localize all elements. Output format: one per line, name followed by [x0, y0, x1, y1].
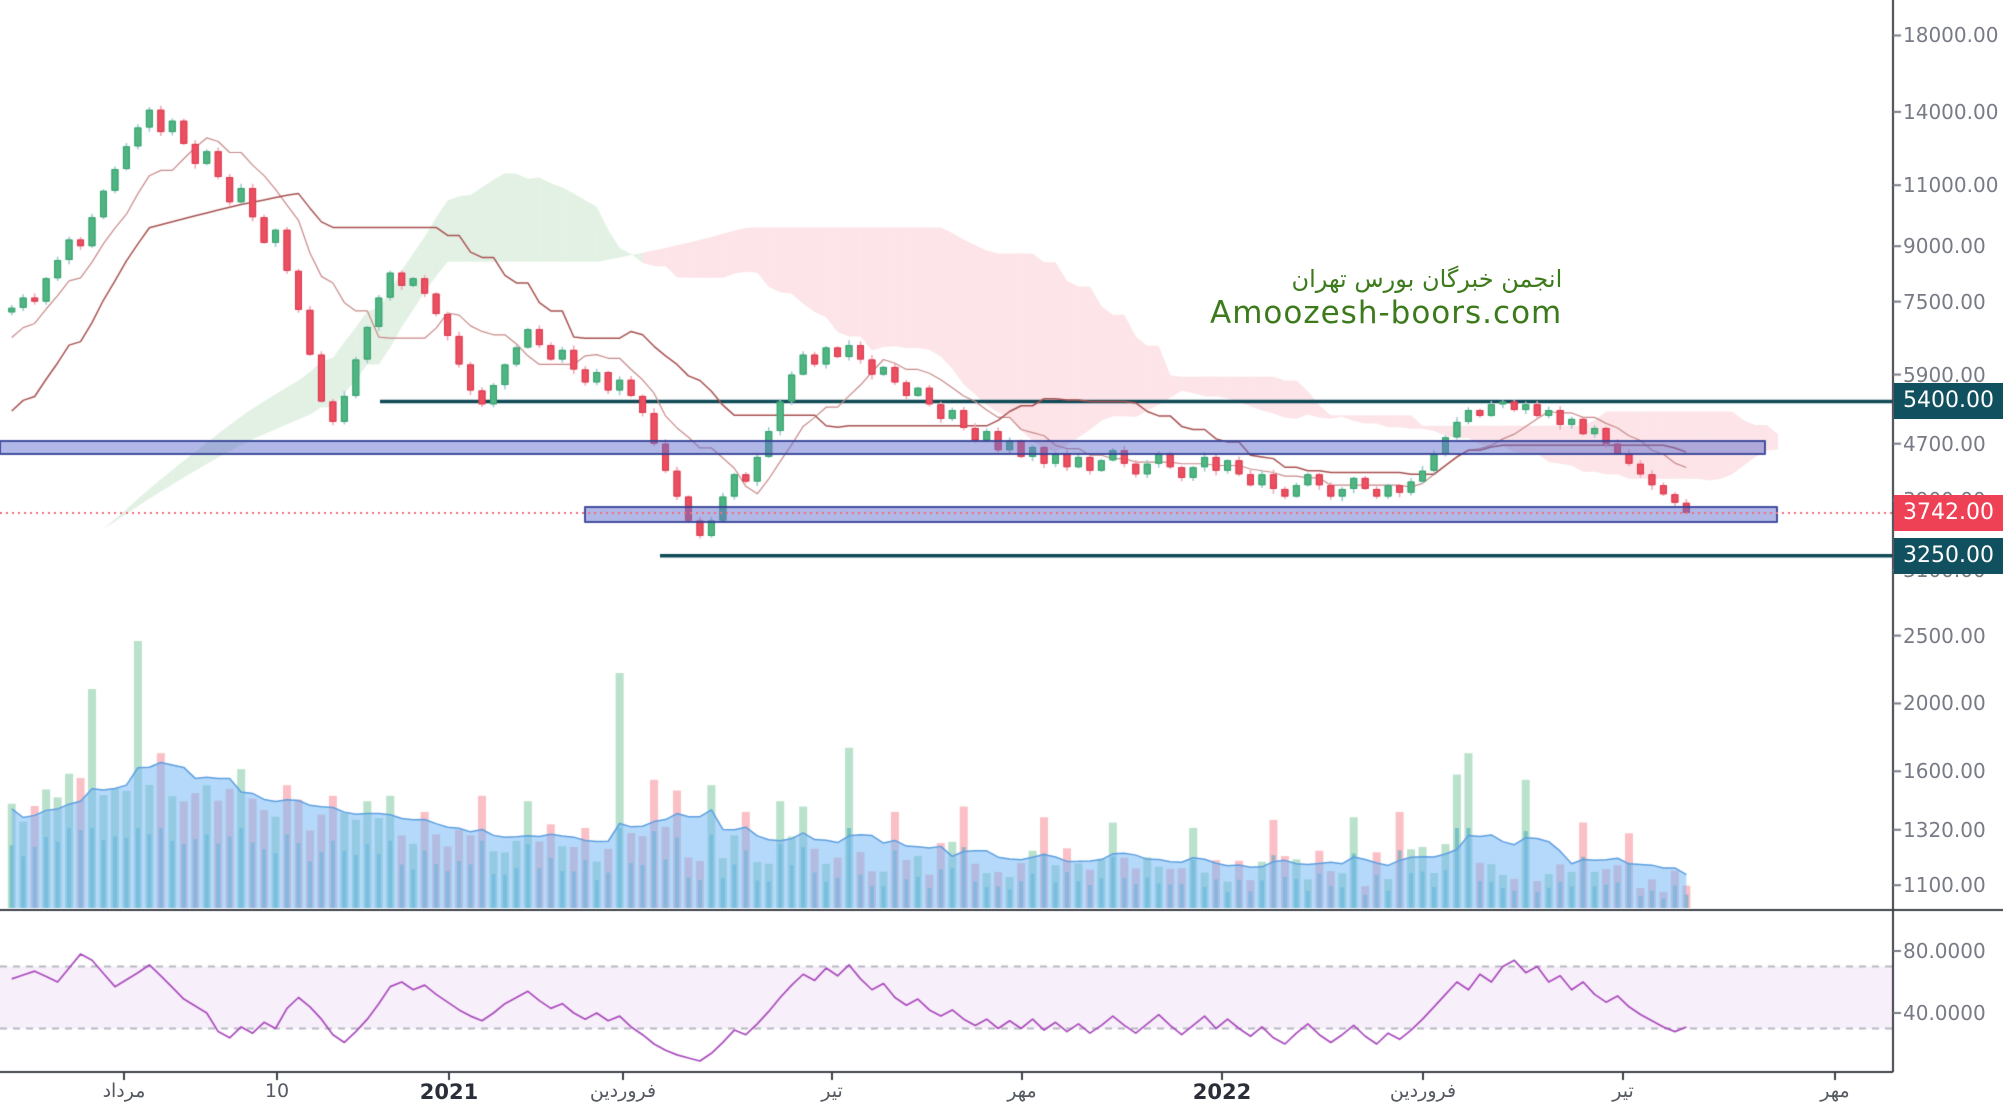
price-axis-label: 4700.00: [1903, 431, 1986, 456]
watermark-persian-text: انجمن خبرگان بورس تهران: [1291, 265, 1563, 293]
price-label-last-price-3742: 3742.00: [1894, 495, 2003, 531]
price-label-resistance-5400[interactable]: 5400.00: [1894, 383, 2003, 420]
time-axis-label: تیر: [821, 1080, 843, 1102]
price-axis-label: 9000.00: [1903, 234, 1986, 259]
rsi-axis-label: 40.0000: [1903, 1001, 1986, 1025]
price-axis-label: 11000.00: [1903, 173, 1999, 198]
price-label-support-3250[interactable]: 3250.00: [1894, 537, 2003, 574]
price-axis-label: 14000.00: [1903, 99, 1999, 124]
price-axis-label: 1100.00: [1903, 873, 1986, 898]
price-axis-label: 5900.00: [1903, 362, 1986, 387]
price-axis-label: 2500.00: [1903, 623, 1986, 648]
price-axis-label: 1600.00: [1903, 759, 1986, 784]
price-axis-label: 7500.00: [1903, 289, 1986, 314]
time-axis-label: تیر: [1612, 1080, 1634, 1102]
rsi-axis-label: 80.0000: [1903, 939, 1986, 963]
time-axis-label: مهر: [1820, 1080, 1850, 1102]
time-axis-label: مهر: [1007, 1080, 1037, 1102]
time-axis-label: 2021: [419, 1080, 479, 1104]
watermark-site-url: Amoozesh-boors.com: [1210, 295, 1563, 331]
watermark: انجمن خبرگان بورس تهران Amoozesh-boors.c…: [1210, 264, 1562, 332]
time-axis-label: مرداد: [102, 1080, 146, 1102]
time-axis-label: فروردین: [589, 1080, 657, 1102]
time-axis-label: 2022: [1192, 1080, 1252, 1104]
time-axis-label: 10: [264, 1080, 290, 1102]
time-axis-label: فروردین: [1389, 1080, 1457, 1102]
price-axis-label: 1320.00: [1903, 817, 1986, 842]
price-axis-label: 2000.00: [1903, 691, 1986, 716]
price-axis-label: 18000.00: [1903, 23, 1999, 48]
